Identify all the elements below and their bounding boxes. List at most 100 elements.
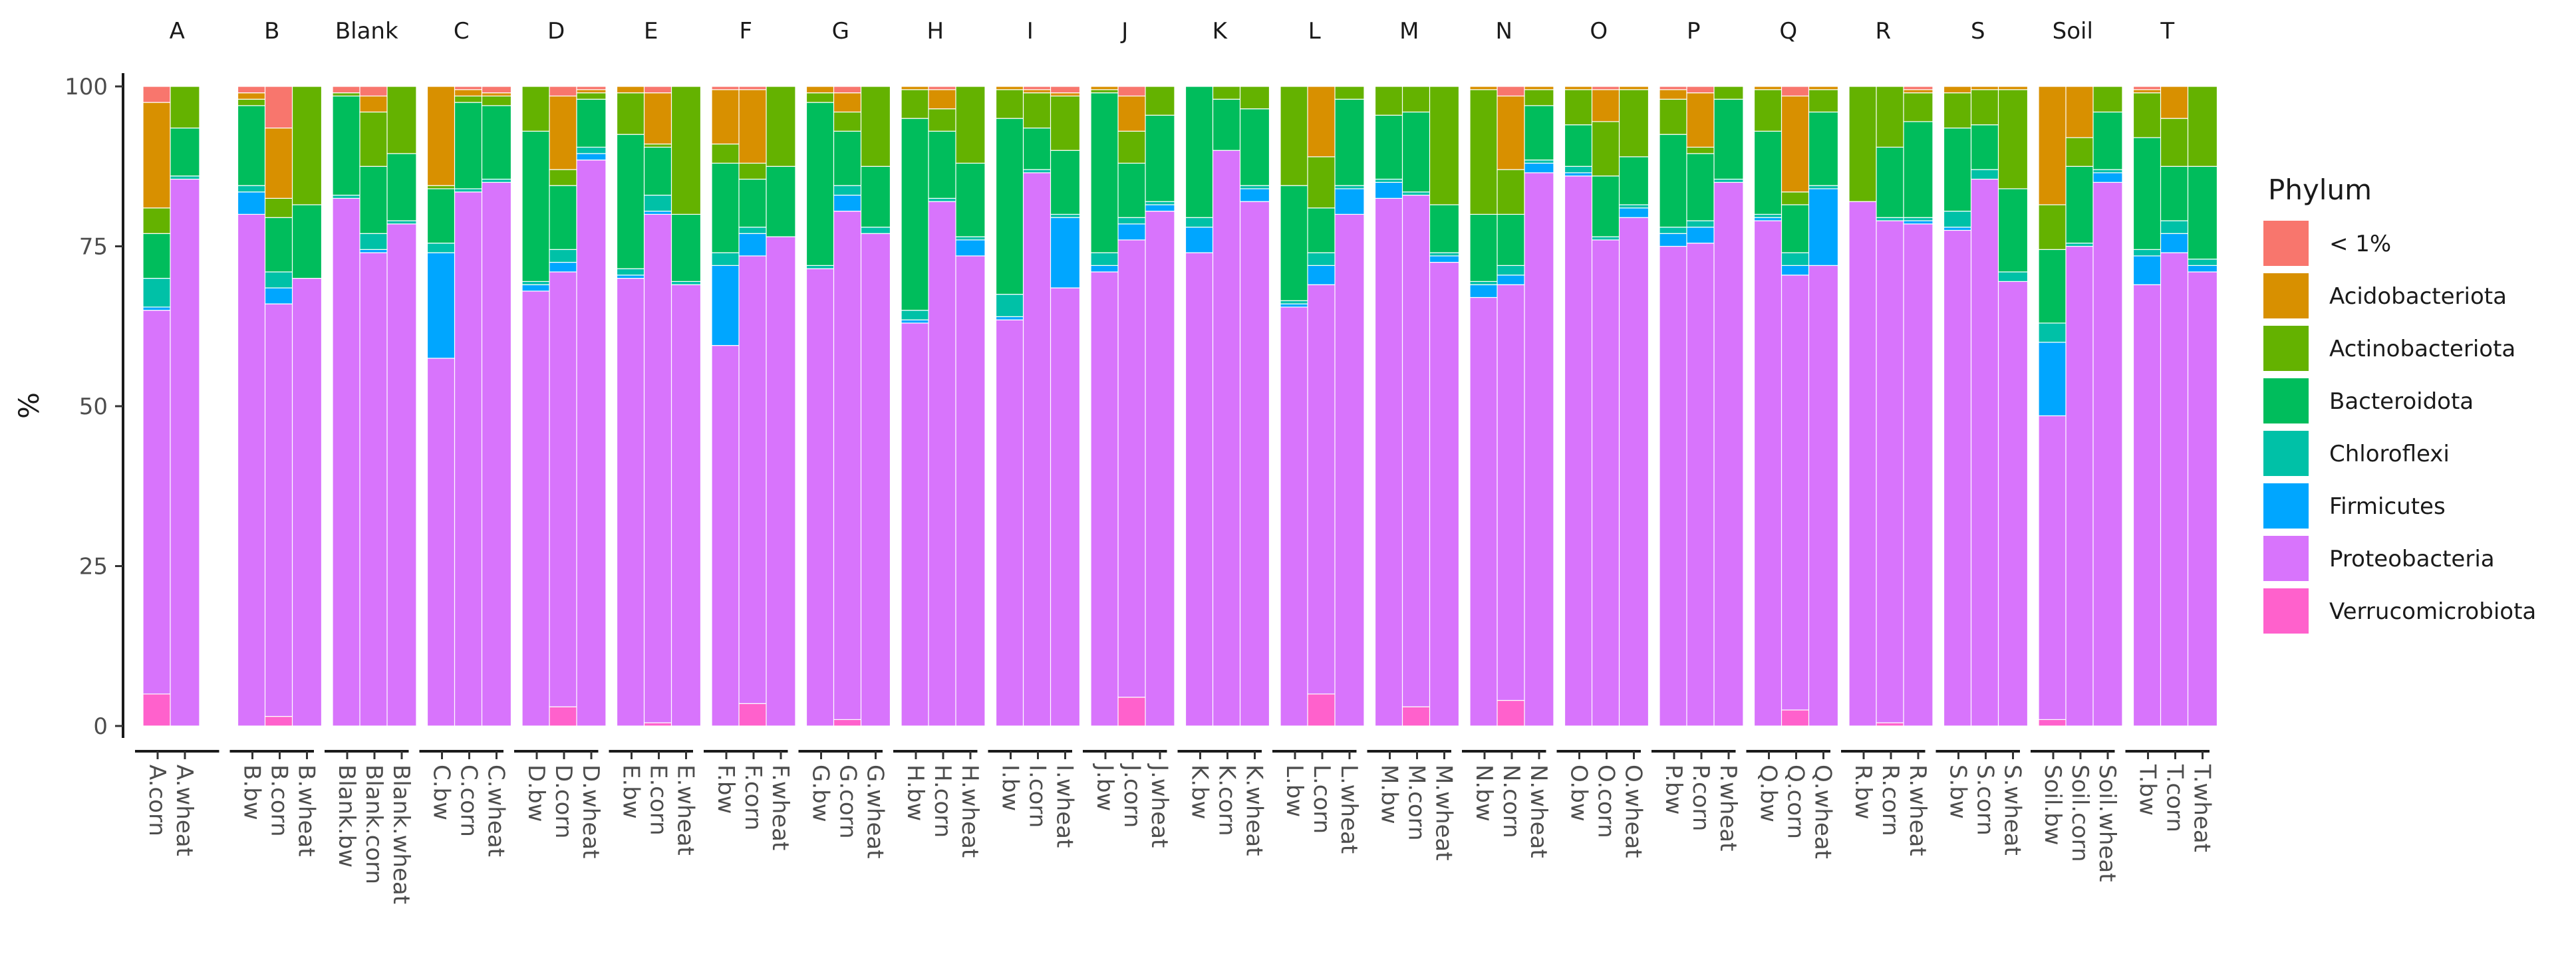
bar-segment [1686, 220, 1717, 228]
bar-segment [332, 86, 362, 94]
bar-segment [1943, 127, 1974, 212]
facet-strip-label: Q [1779, 18, 1797, 45]
bar-segment [1429, 255, 1460, 263]
bar-segment [711, 265, 742, 346]
legend-label: Proteobacteria [2329, 546, 2495, 572]
bar-segment [833, 130, 864, 186]
x-tick-label: N.bw [1471, 765, 1497, 822]
bar-segment [955, 86, 986, 164]
bar-segment [1050, 213, 1081, 218]
bar-segment [901, 319, 931, 324]
x-tick-label: J.corn [1119, 763, 1145, 828]
y-tick-label: 75 [79, 234, 108, 261]
bar-segment [1090, 92, 1121, 253]
bar-segment [1618, 156, 1649, 205]
bar-segment [1239, 201, 1270, 727]
bar-segment [576, 146, 607, 154]
x-tick-label: R.corn [1877, 765, 1904, 836]
x-tick-label: I.corn [1024, 765, 1051, 828]
bar-segment [1280, 306, 1310, 727]
bar-segment [521, 291, 552, 727]
bar-segment [1022, 172, 1054, 727]
bar-segment [2092, 86, 2123, 113]
bar-segment [955, 255, 986, 727]
x-tick-label: H.bw [902, 765, 929, 821]
legend-label: Chloroflexi [2329, 441, 2450, 467]
bar-segment [1401, 111, 1433, 193]
bar-segment [1239, 188, 1270, 202]
bar-segment [995, 294, 1026, 317]
x-tick-label: P.wheat [1715, 765, 1741, 851]
bar-segment [264, 217, 295, 273]
bar-segment [332, 197, 362, 727]
bar-segment [1280, 300, 1310, 304]
bar-segment [643, 213, 674, 723]
bar-segment [1334, 185, 1365, 189]
bar-segment [1808, 185, 1839, 189]
legend-swatch [2263, 378, 2309, 423]
bar-segment [995, 86, 1026, 90]
bar-segment [1334, 86, 1365, 100]
bar-segment [1185, 252, 1216, 727]
x-tick-label: S.corn [1972, 765, 1999, 836]
x-tick-label: M.corn [1403, 765, 1430, 841]
bar-segment [332, 95, 362, 196]
bar-segment [576, 98, 607, 148]
bar-segment [481, 181, 512, 727]
bar-segment [1497, 169, 1527, 215]
bar-segment [1022, 127, 1054, 170]
bar-segment [833, 185, 864, 196]
bar-segment [995, 316, 1026, 320]
bar-segment [2038, 249, 2069, 324]
bar-segment [955, 236, 986, 241]
bar-segment [738, 233, 769, 257]
bar-segment [237, 98, 268, 106]
x-tick-label: Blank.corn [360, 765, 387, 884]
bar-segment [1564, 172, 1595, 177]
bar-segment [738, 227, 769, 234]
x-tick-label: T.bw [2134, 764, 2161, 816]
legend-swatch [2263, 273, 2309, 318]
bar-segment [766, 166, 796, 237]
bar-segment [1212, 150, 1243, 727]
bar-segment [264, 197, 295, 218]
bar-segment [1497, 265, 1527, 276]
bar-segment [549, 185, 579, 250]
bar-segment [1401, 194, 1433, 707]
bar-segment [1713, 98, 1744, 180]
bar-segment [1943, 227, 1974, 231]
bar-segment [1659, 245, 1689, 727]
bar-segment [738, 162, 769, 180]
axes-layer: A.corn A.wheat B.bw B.corn B.wheat Blank.bw Bl… [65, 73, 2216, 904]
bar-segment [2160, 252, 2191, 727]
legend-label: Firmicutes [2329, 493, 2446, 520]
bar-segment [2038, 719, 2069, 727]
x-tick-label: C.corn [456, 765, 482, 837]
bar-segment [1808, 111, 1839, 186]
facet-strip-label: Blank [335, 18, 398, 45]
x-tick-label: E.wheat [672, 765, 699, 856]
bar-segment [332, 194, 362, 199]
facet-strip-label: B [264, 18, 279, 45]
bar-segment [264, 715, 295, 727]
bar-segment [1022, 86, 1054, 90]
legend-swatch [2263, 588, 2309, 634]
bars-layer [142, 86, 2218, 727]
legend-label: Acidobacteriota [2329, 283, 2507, 310]
x-tick-label: C.bw [428, 765, 455, 820]
bar-segment [170, 178, 200, 727]
facet-strip-label: M [1399, 18, 1419, 45]
x-tick-label: S.bw [1945, 765, 1971, 819]
bar-segment [1564, 166, 1595, 174]
bar-segment [521, 281, 552, 285]
bar-segment [1469, 86, 1500, 90]
bar-segment [1876, 86, 1906, 148]
facet-strip-label: D [547, 18, 565, 45]
bar-segment [1497, 213, 1527, 266]
bar-segment [2187, 86, 2218, 167]
facet-strip-label: T [2160, 18, 2174, 45]
facet-strip-label: H [927, 18, 944, 45]
bar-segment [1808, 265, 1839, 727]
bar-segment [2038, 322, 2069, 343]
x-tick-label: O.bw [1566, 765, 1592, 822]
